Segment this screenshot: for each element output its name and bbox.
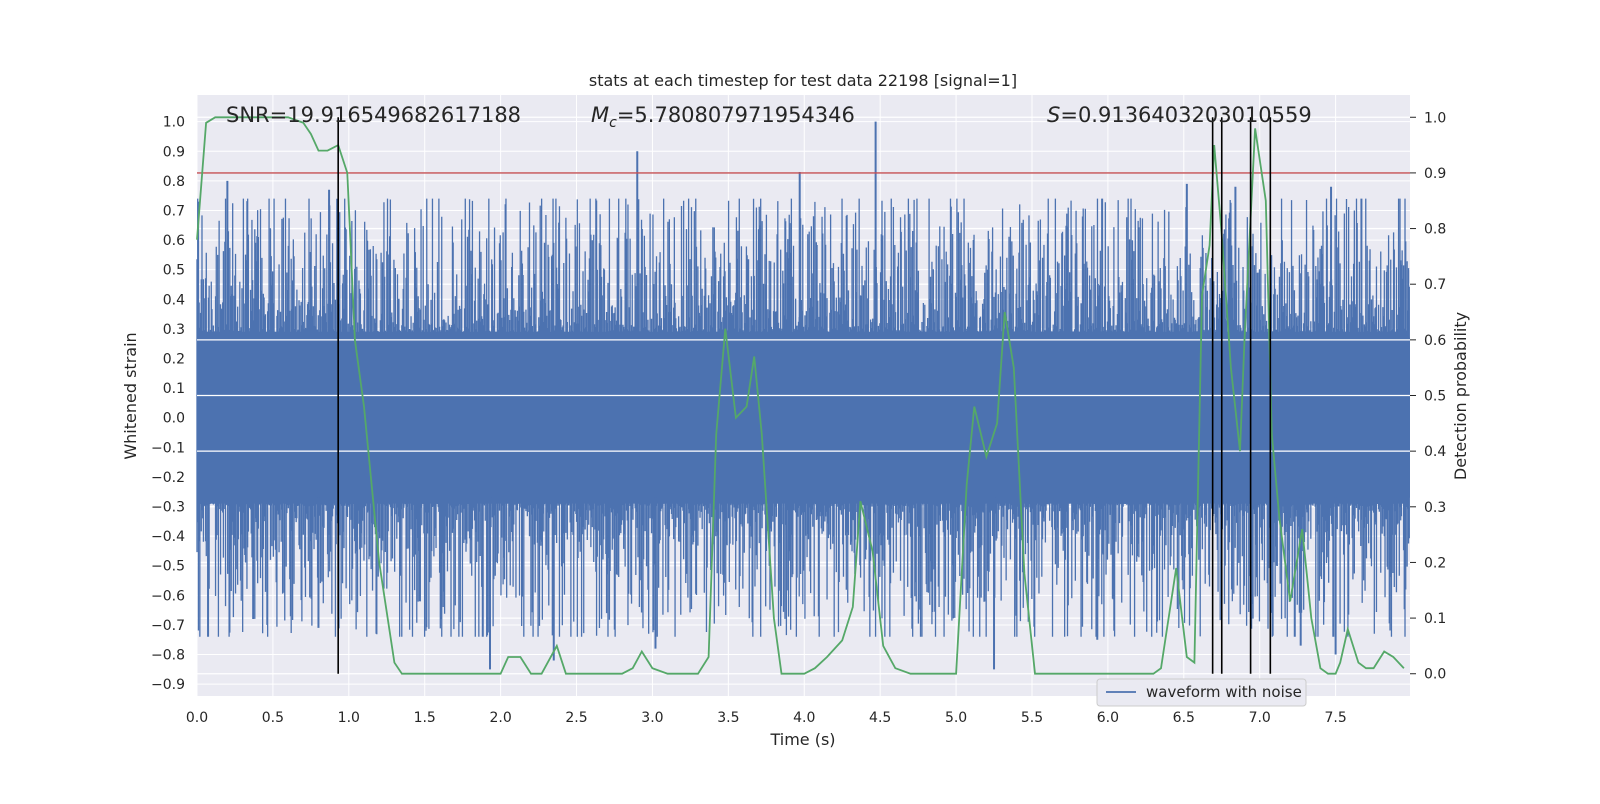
y-right-tick-label-4: 0.4 — [1424, 444, 1446, 460]
probability-line — [196, 116, 1405, 675]
x-ticks: 0.0 0.5 1.0 1.5 2.0 2.5 3.0 3.5 4.0 4.5 5.0 5.5 6.0 6… — [186, 710, 1347, 726]
y-left-tick-label-1: −0.8 — [151, 648, 185, 664]
waveform-layer — [196, 121, 1410, 670]
gridlines-over-core — [197, 339, 1410, 452]
y-left-tick-label-17: 0.8 — [163, 174, 185, 190]
y-left-tick-label-19: 1.0 — [163, 115, 185, 131]
chirp-mass-subscript: c — [609, 115, 617, 131]
marker-layer — [337, 117, 1272, 674]
x-tick-label-12: 6.0 — [1097, 710, 1119, 726]
y-right-tick-label-1: 0.1 — [1424, 611, 1446, 627]
x-tick-label-0: 0.0 — [186, 710, 208, 726]
y-ticks-left: −0.9 −0.8 −0.7 −0.6 −0.5 −0.4 −0.3 −0.2 −0.1 0.0 0… — [151, 115, 185, 694]
x-tick-label-4: 2.0 — [489, 710, 511, 726]
y-axis-title-right: Detection probability — [1451, 312, 1470, 480]
y-left-tick-label-8: −0.1 — [151, 440, 185, 456]
y-left-tick-label-7: −0.2 — [151, 470, 185, 486]
y-left-tick-label-11: 0.2 — [163, 351, 185, 367]
y-right-tick-label-8: 0.8 — [1424, 222, 1446, 238]
legend: waveform with noise — [1096, 678, 1307, 707]
x-tick-label-8: 4.0 — [793, 710, 815, 726]
x-axis-title: Time (s) — [769, 730, 835, 749]
x-tick-label-15: 7.5 — [1324, 710, 1346, 726]
x-tick-label-10: 5.0 — [945, 710, 967, 726]
y-left-tick-label-6: −0.3 — [151, 500, 185, 516]
y-left-tick-label-15: 0.6 — [163, 233, 185, 249]
y-left-tick-label-10: 0.1 — [163, 381, 185, 397]
snr-annotation: SNR=19.916549682617188 — [226, 103, 521, 127]
x-tick-label-9: 4.5 — [869, 710, 891, 726]
probability-layer — [196, 116, 1405, 675]
chirp-mass-value: =5.780807971954346 — [617, 103, 855, 127]
legend-label-waveform: waveform with noise — [1146, 683, 1302, 701]
x-tick-label-6: 3.0 — [641, 710, 663, 726]
x-tick-label-14: 7.0 — [1249, 710, 1271, 726]
y-left-tick-label-2: −0.7 — [151, 618, 185, 634]
legend-box — [1096, 678, 1307, 707]
chirp-mass-symbol: M — [591, 103, 609, 127]
y-ticks-right: 0.0 0.1 0.2 0.3 0.4 0.5 0.6 0.7 0.8 0.9 1.0 — [1410, 110, 1446, 683]
chart-title: stats at each timestep for test data 221… — [589, 71, 1017, 90]
x-tick-label-1: 0.5 — [262, 710, 284, 726]
score-annotation: S=0.9136403203010559 — [1047, 103, 1312, 127]
x-tick-label-13: 6.5 — [1173, 710, 1195, 726]
y-right-tick-label-7: 0.7 — [1424, 277, 1446, 293]
y-right-tick-label-2: 0.2 — [1424, 555, 1446, 571]
y-right-tick-label-5: 0.5 — [1424, 389, 1446, 405]
y-left-tick-label-12: 0.3 — [163, 322, 185, 338]
y-left-tick-label-9: 0.0 — [163, 411, 185, 427]
y-left-tick-label-0: −0.9 — [151, 677, 185, 693]
x-tick-label-3: 1.5 — [414, 710, 436, 726]
y-right-tick-label-10: 1.0 — [1424, 110, 1446, 126]
y-left-tick-label-18: 0.9 — [163, 144, 185, 160]
y-left-tick-label-3: −0.6 — [151, 588, 185, 604]
x-tick-label-2: 1.0 — [338, 710, 360, 726]
y-right-tick-label-3: 0.3 — [1424, 500, 1446, 516]
y-right-tick-label-9: 0.9 — [1424, 166, 1446, 182]
y-right-tick-label-0: 0.0 — [1424, 667, 1446, 683]
score-value: =0.9136403203010559 — [1060, 103, 1311, 127]
y-left-tick-label-14: 0.5 — [163, 263, 185, 279]
score-symbol: S — [1047, 103, 1060, 127]
x-tick-label-11: 5.5 — [1021, 710, 1043, 726]
y-axis-title-left: Whitened strain — [121, 332, 140, 459]
waveform-core-band — [197, 337, 1410, 498]
x-tick-label-5: 2.5 — [565, 710, 587, 726]
chirp-mass-annotation: Mc=5.780807971954346 — [591, 103, 855, 131]
y-left-tick-label-5: −0.4 — [151, 529, 185, 545]
y-left-tick-label-16: 0.7 — [163, 203, 185, 219]
x-tick-label-7: 3.5 — [717, 710, 739, 726]
y-left-tick-label-13: 0.4 — [163, 292, 185, 308]
y-left-tick-label-4: −0.5 — [151, 559, 185, 575]
y-right-tick-label-6: 0.6 — [1424, 333, 1446, 349]
